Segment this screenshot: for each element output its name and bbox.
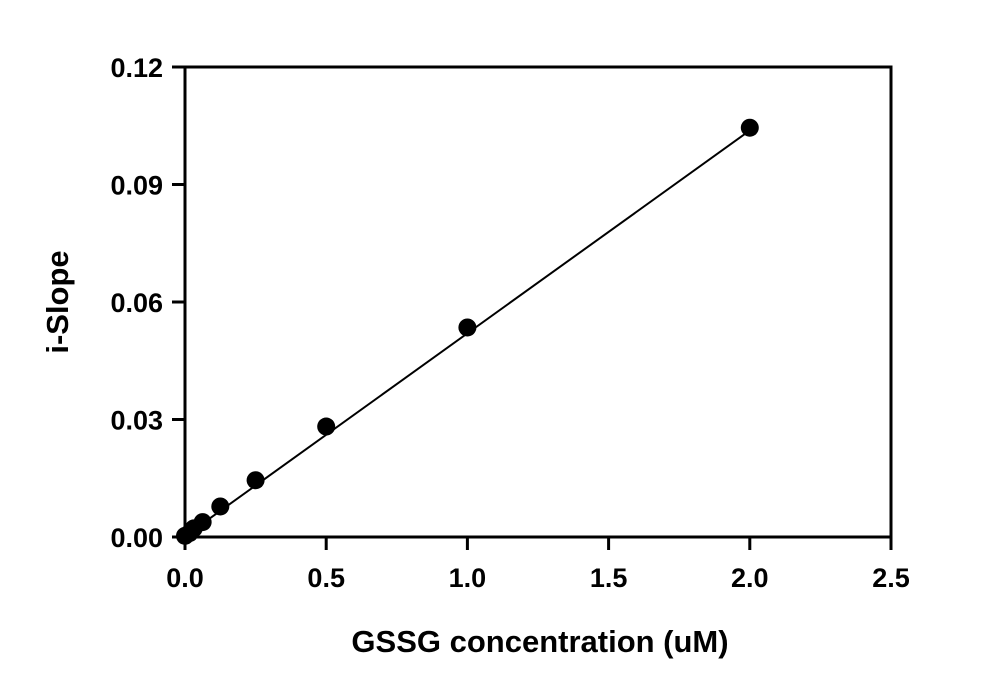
plot-frame: [183, 65, 893, 539]
x-tick-label: 2.0: [731, 563, 769, 593]
data-point: [458, 318, 477, 337]
x-tick-label: 2.5: [872, 563, 910, 593]
y-tick-label: 0.06: [110, 288, 163, 318]
y-tick-label: 0.00: [110, 523, 163, 553]
data-point: [740, 118, 759, 137]
y-axis-ticks: 0.00 0.03 0.06 0.09 0.12: [110, 53, 185, 553]
x-axis-ticks: 0.0 0.5 1.0 1.5 2.0 2.5: [166, 537, 910, 593]
x-axis-title: GSSG concentration (uM): [351, 624, 728, 659]
x-tick-label: 0.5: [307, 563, 345, 593]
data-point: [317, 417, 336, 436]
y-tick-label: 0.12: [110, 53, 163, 83]
plot-border: [183, 65, 893, 539]
data-point: [246, 471, 265, 490]
x-tick-label: 0.0: [166, 563, 204, 593]
x-tick-label: 1.5: [590, 563, 628, 593]
y-tick-label: 0.03: [110, 406, 163, 436]
data-points-layer: [176, 118, 759, 545]
data-point: [193, 513, 212, 532]
y-tick-label: 0.09: [110, 171, 163, 201]
data-point: [211, 497, 230, 516]
y-axis-title: i-Slope: [40, 250, 75, 353]
x-tick-label: 1.0: [449, 563, 487, 593]
